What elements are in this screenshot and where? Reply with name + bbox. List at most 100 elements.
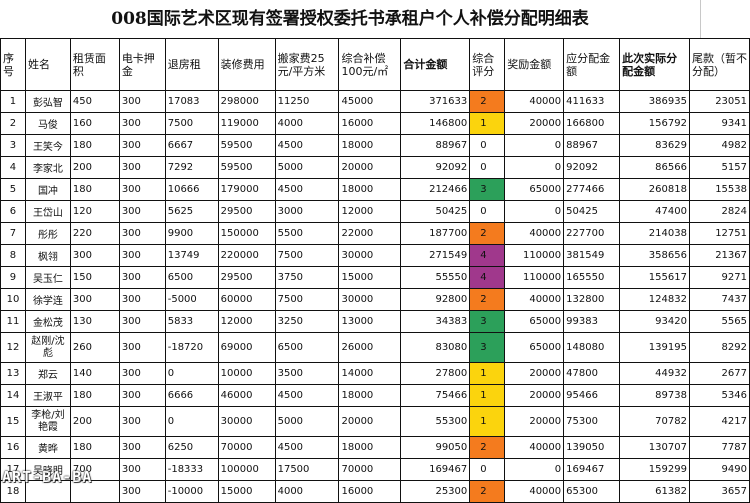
cell-due: 277466	[563, 178, 621, 201]
cell-tail: 9490	[688, 458, 750, 481]
watermark-logo: ART-BA-BA	[2, 468, 93, 486]
cell-score: 1	[469, 112, 506, 135]
cell-tail: 21367	[688, 244, 750, 267]
cell-comp: 15000	[338, 266, 402, 289]
cell-tail: 5565	[688, 310, 750, 333]
cell-reno: 70000	[217, 436, 276, 459]
cell-area: 130	[69, 310, 120, 333]
cell-move: 4500	[274, 384, 340, 407]
page-title: 008国际艺术区现有签署授权委托书承租户个人补偿分配明细表	[0, 0, 701, 38]
cell-no: 16	[0, 436, 26, 459]
cell-bonus: 65000	[504, 178, 565, 201]
cell-tail: 2824	[688, 200, 750, 223]
cell-due: 47800	[563, 362, 621, 385]
table-row: 9 吴玉仁 150 300 6500 29500 3750 15000 55550 4 110000…	[0, 266, 750, 289]
cell-tail: 5157	[688, 156, 750, 179]
cell-tail: 9341	[688, 112, 750, 135]
cell-score: 3	[469, 178, 506, 201]
cell-due: 132800	[563, 288, 621, 311]
cell-due: 381549	[563, 244, 621, 267]
cell-total: 187700	[400, 222, 471, 245]
cell-rent: 7292	[164, 156, 219, 179]
cell-move: 3750	[274, 266, 340, 289]
cell-score: 0	[469, 458, 506, 481]
cell-reno: 46000	[217, 384, 276, 407]
cell-comp: 14000	[338, 362, 402, 385]
cell-tail: 4982	[688, 134, 750, 157]
cell-name: 李家北	[24, 156, 71, 179]
cell-score: 0	[469, 156, 506, 179]
cell-no: 8	[0, 244, 26, 267]
table-row: 17 吴晓明 700 300 -18333 100000 17500 70000 169467 0…	[0, 458, 750, 481]
cell-no: 2	[0, 112, 26, 135]
cell-score: 2	[469, 222, 506, 245]
header-row: 序号 姓名 租赁面积 电卡押金 退房租 装修费用 搬家费25元/平方米 综合补偿…	[0, 38, 750, 91]
cell-name: 王淑平	[24, 384, 71, 407]
cell-comp: 18000	[338, 178, 402, 201]
cell-score: 0	[469, 134, 506, 157]
cell-total: 50425	[400, 200, 471, 223]
cell-move: 4000	[274, 480, 340, 503]
cell-total: 27800	[400, 362, 471, 385]
cell-paid: 70782	[619, 406, 690, 437]
cell-deposit: 300	[118, 112, 166, 135]
header-cell: 租赁面积	[69, 38, 120, 91]
cell-deposit: 300	[118, 384, 166, 407]
cell-rent: 13749	[164, 244, 219, 267]
cell-due: 148080	[563, 332, 621, 363]
header-cell: 序号	[0, 38, 26, 91]
compensation-table: 序号 姓名 租赁面积 电卡押金 退房租 装修费用 搬家费25元/平方米 综合补偿…	[0, 38, 750, 503]
cell-deposit: 300	[118, 458, 166, 481]
cell-rent: 0	[164, 362, 219, 385]
cell-area: 200	[69, 156, 120, 179]
cell-reno: 150000	[217, 222, 276, 245]
cell-area: 180	[69, 178, 120, 201]
cell-score: 4	[469, 266, 506, 289]
cell-bonus: 65000	[504, 332, 565, 363]
cell-no: 12	[0, 332, 26, 363]
cell-reno: 59500	[217, 156, 276, 179]
cell-tail: 8292	[688, 332, 750, 363]
cell-total: 99050	[400, 436, 471, 459]
cell-reno: 15000	[217, 480, 276, 503]
cell-name: 国冲	[24, 178, 71, 201]
header-cell: 装修费用	[217, 38, 276, 91]
cell-bonus: 0	[504, 134, 565, 157]
cell-deposit: 300	[118, 288, 166, 311]
cell-move: 17500	[274, 458, 340, 481]
cell-tail: 4217	[688, 406, 750, 437]
cell-area: 450	[69, 90, 120, 113]
cell-area: 180	[69, 384, 120, 407]
header-cell: 尾款（暂不分配）	[688, 38, 750, 91]
cell-no: 10	[0, 288, 26, 311]
cell-no: 15	[0, 406, 26, 437]
cell-reno: 298000	[217, 90, 276, 113]
cell-no: 14	[0, 384, 26, 407]
cell-paid: 61382	[619, 480, 690, 503]
cell-tail: 23051	[688, 90, 750, 113]
cell-score: 1	[469, 362, 506, 385]
cell-name: 李枪/刘艳霞	[24, 406, 71, 437]
cell-tail: 9271	[688, 266, 750, 289]
cell-area: 260	[69, 332, 120, 363]
header-cell: 此次实际分配金额	[619, 38, 690, 91]
cell-move: 7500	[274, 288, 340, 311]
cell-move: 4500	[274, 134, 340, 157]
cell-total: 212466	[400, 178, 471, 201]
cell-move: 5500	[274, 222, 340, 245]
cell-tail: 15538	[688, 178, 750, 201]
cell-name: 枫翎	[24, 244, 71, 267]
cell-area: 160	[69, 112, 120, 135]
cell-due: 227700	[563, 222, 621, 245]
cell-due: 169467	[563, 458, 621, 481]
cell-no: 13	[0, 362, 26, 385]
table-row: 13 郑云 140 300 0 10000 3500 14000 27800 1 20000 4780…	[0, 362, 750, 385]
cell-paid: 358656	[619, 244, 690, 267]
cell-area: 120	[69, 200, 120, 223]
cell-tail: 7787	[688, 436, 750, 459]
cell-move: 4500	[274, 436, 340, 459]
cell-deposit: 300	[118, 200, 166, 223]
cell-rent: -18333	[164, 458, 219, 481]
cell-deposit: 300	[118, 90, 166, 113]
cell-total: 34383	[400, 310, 471, 333]
